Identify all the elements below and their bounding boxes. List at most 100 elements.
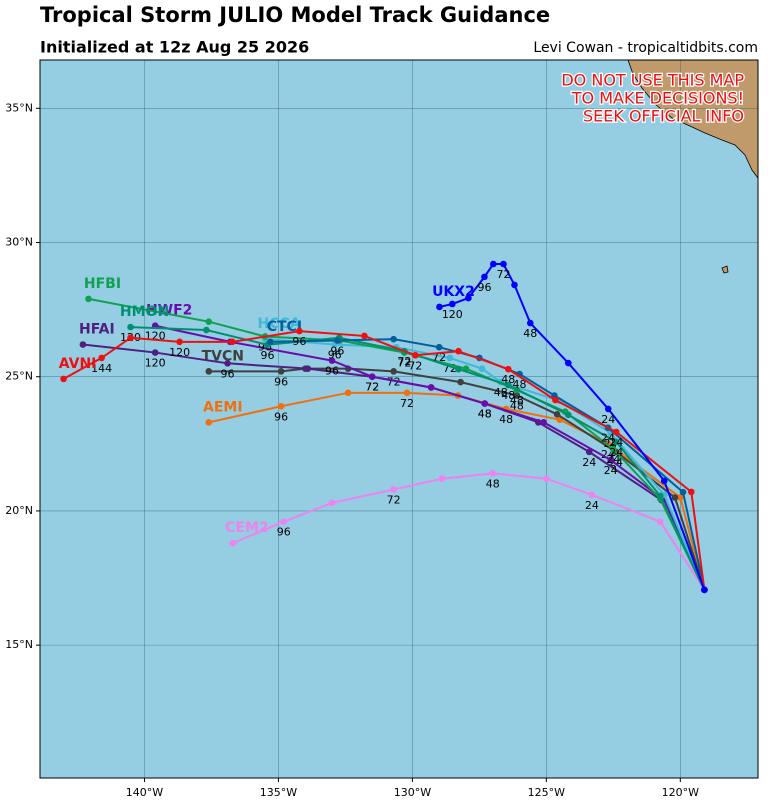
track-point: [585, 448, 593, 456]
track-point: [205, 368, 213, 375]
time-label: 120: [442, 308, 463, 321]
track-point: [60, 375, 67, 383]
track-point: [565, 359, 572, 367]
time-label: 72: [387, 493, 401, 506]
time-label: 72: [365, 381, 379, 394]
axes: 140°W 135°W 130°W 125°W 120°W 15°N 20°N 25°N 30°…: [5, 101, 699, 799]
model-name: CTCI: [267, 319, 302, 335]
time-label: 24: [606, 453, 620, 466]
time-label: 48: [499, 413, 513, 426]
track-point: [588, 491, 596, 499]
track-line: [232, 472, 706, 591]
time-label: 24: [609, 436, 623, 449]
time-label: 72: [387, 375, 401, 388]
time-label: 96: [292, 335, 306, 348]
track-point: [224, 360, 231, 367]
time-label: 24: [604, 464, 618, 477]
track-point: [403, 389, 411, 397]
track-point: [526, 319, 534, 327]
track-point: [553, 411, 561, 418]
track-point: [390, 486, 397, 493]
track-point: [98, 354, 105, 362]
model-name: HFAI: [79, 322, 115, 338]
track-point: [328, 499, 336, 507]
track-point: [296, 327, 303, 335]
track-point: [203, 326, 210, 334]
track-point: [677, 494, 684, 501]
frame: [39, 59, 759, 779]
track-point: [612, 428, 620, 436]
time-label: 96: [330, 344, 344, 357]
track-point: [481, 400, 489, 407]
track-line: [63, 330, 706, 590]
track-point: [660, 477, 668, 485]
track-point: [85, 295, 92, 303]
time-label: 48: [523, 327, 537, 340]
track-point: [478, 365, 486, 372]
time-label: 24: [601, 413, 615, 426]
track-point: [277, 402, 285, 410]
track-point: [481, 273, 488, 281]
time-label: 72: [432, 351, 446, 364]
model-name: UKX2: [432, 284, 475, 300]
ocean: [40, 60, 758, 778]
time-label: 96: [325, 365, 339, 378]
time-label: 96: [274, 375, 288, 388]
warning-line: DO NOT USE THIS MAP: [561, 71, 744, 90]
time-label: 48: [478, 408, 492, 421]
track-point: [449, 300, 456, 308]
track-point: [435, 343, 443, 351]
time-label: 96: [477, 281, 491, 294]
track-point: [438, 475, 446, 483]
time-label: 120: [169, 346, 190, 359]
time-label: 96: [221, 367, 235, 380]
track-point: [513, 392, 521, 399]
time-label: 72: [397, 355, 411, 368]
time-label: 96: [277, 526, 291, 539]
island: [721, 265, 729, 274]
track-point: [390, 335, 397, 343]
time-label: 72: [496, 268, 510, 281]
time-label: 96: [328, 349, 342, 362]
track-point: [490, 260, 497, 268]
track-point: [427, 384, 435, 391]
model-name: CEM2: [225, 520, 269, 536]
track-point: [656, 518, 664, 525]
time-label: 48: [478, 408, 492, 421]
time-label: 96: [260, 349, 274, 362]
y-tick-label: 25°N: [5, 370, 33, 383]
track-point: [205, 318, 213, 326]
time-label: 48: [486, 477, 500, 490]
grid: [40, 60, 758, 778]
warning-line: TO MAKE DECISIONS!: [571, 89, 744, 108]
model-name: HFBI: [84, 276, 121, 292]
land: [627, 59, 759, 180]
y-tick-label: 20°N: [5, 504, 33, 517]
track-point: [565, 411, 572, 419]
x-tick-label: 140°W: [126, 786, 163, 799]
time-label: 48: [510, 400, 524, 413]
track-point: [465, 294, 472, 302]
time-label: 72: [400, 397, 414, 410]
track-point: [79, 341, 87, 348]
x-tick-label: 125°W: [528, 786, 565, 799]
track-point: [412, 351, 419, 359]
y-tick-label: 35°N: [5, 101, 33, 114]
time-label: 48: [510, 394, 524, 407]
track-point: [390, 368, 397, 375]
track-point: [607, 456, 614, 464]
track-point: [127, 334, 134, 342]
track-point: [610, 445, 617, 453]
track-point: [455, 365, 462, 373]
track-point: [540, 419, 547, 426]
time-label: 24: [582, 456, 596, 469]
track-point: [277, 368, 285, 375]
track-point: [368, 373, 376, 381]
track-point: [280, 518, 288, 525]
track-point: [505, 381, 512, 389]
model-name: AEMI: [203, 399, 243, 415]
track-point: [205, 419, 213, 426]
track-point: [304, 365, 312, 372]
y-tick-label: 15°N: [5, 638, 33, 651]
track-point: [229, 338, 236, 346]
